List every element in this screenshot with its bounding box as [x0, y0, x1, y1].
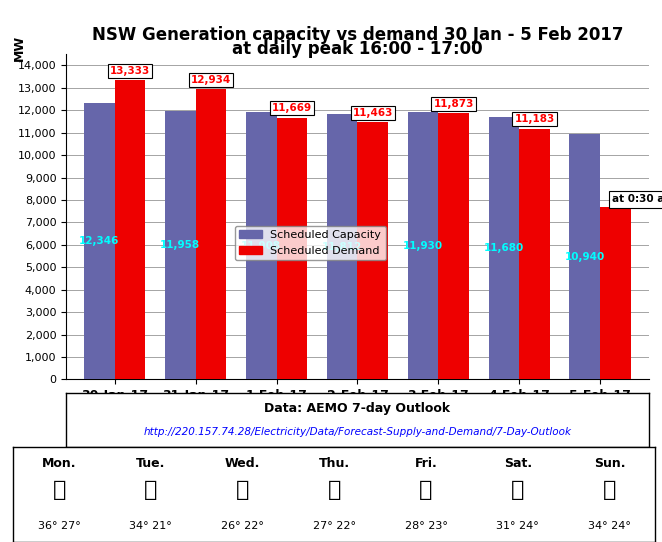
Bar: [408, 112, 438, 379]
Text: 🌤: 🌤: [144, 480, 158, 500]
Text: Tue.: Tue.: [136, 456, 166, 469]
Text: Thu.: Thu.: [318, 456, 350, 469]
Text: 🌤: 🌤: [511, 480, 524, 500]
Text: 🌤: 🌤: [419, 480, 433, 500]
Text: Mon.: Mon.: [42, 456, 76, 469]
Text: Sun.: Sun.: [594, 456, 626, 469]
Text: NSW Generation capacity vs demand 30 Jan - 5 Feb 2017: NSW Generation capacity vs demand 30 Jan…: [92, 26, 623, 44]
Text: 11,669: 11,669: [272, 103, 312, 113]
Text: 11,873: 11,873: [434, 99, 474, 108]
Bar: [196, 89, 226, 379]
Text: 🌤: 🌤: [52, 480, 66, 500]
Text: 13,333: 13,333: [110, 66, 150, 76]
Bar: [246, 112, 277, 379]
Text: Data: AEMO 7-day Outlook: Data: AEMO 7-day Outlook: [264, 402, 451, 415]
Text: 11,680: 11,680: [484, 243, 524, 254]
Text: at daily peak 16:00 - 17:00: at daily peak 16:00 - 17:00: [232, 40, 483, 58]
Bar: [438, 113, 469, 379]
Text: 12,934: 12,934: [191, 75, 231, 85]
Text: 28° 23°: 28° 23°: [404, 521, 448, 531]
Bar: [569, 134, 600, 379]
Text: at 0:30 am: at 0:30 am: [612, 195, 662, 204]
Text: 27° 22°: 27° 22°: [313, 521, 355, 531]
Bar: [327, 114, 357, 379]
Text: Sat.: Sat.: [504, 456, 532, 469]
Text: 🌤: 🌤: [328, 480, 341, 500]
Text: Fri.: Fri.: [414, 456, 438, 469]
Text: 10,940: 10,940: [565, 251, 605, 262]
Bar: [165, 111, 196, 379]
Text: 11,183: 11,183: [514, 114, 555, 124]
Text: 🌤: 🌤: [236, 480, 250, 500]
Text: 31° 24°: 31° 24°: [496, 521, 539, 531]
Text: 11,812: 11,812: [322, 242, 362, 252]
Text: 26° 22°: 26° 22°: [221, 521, 264, 531]
Text: 12,346: 12,346: [79, 236, 120, 246]
Text: Wed.: Wed.: [225, 456, 260, 469]
Text: 34° 24°: 34° 24°: [588, 521, 631, 531]
Y-axis label: MW: MW: [13, 35, 25, 61]
Bar: [600, 207, 631, 379]
Bar: [519, 128, 550, 379]
Bar: [115, 80, 146, 379]
Text: 11,930: 11,930: [403, 241, 443, 250]
Text: 36° 27°: 36° 27°: [38, 521, 81, 531]
Text: 🌤: 🌤: [603, 480, 616, 500]
Text: 11,958: 11,958: [160, 240, 201, 250]
Text: 11,908: 11,908: [241, 241, 281, 251]
Text: 11,463: 11,463: [353, 108, 393, 118]
Bar: [357, 122, 388, 379]
Text: http://220.157.74.28/Electricity/Data/Forecast-Supply-and-Demand/7-Day-Outlook: http://220.157.74.28/Electricity/Data/Fo…: [144, 427, 571, 437]
Text: 34° 21°: 34° 21°: [130, 521, 172, 531]
Legend: Scheduled Capacity, Scheduled Demand: Scheduled Capacity, Scheduled Demand: [235, 225, 386, 260]
Bar: [277, 118, 307, 379]
Bar: [489, 118, 519, 379]
Bar: [84, 102, 115, 379]
